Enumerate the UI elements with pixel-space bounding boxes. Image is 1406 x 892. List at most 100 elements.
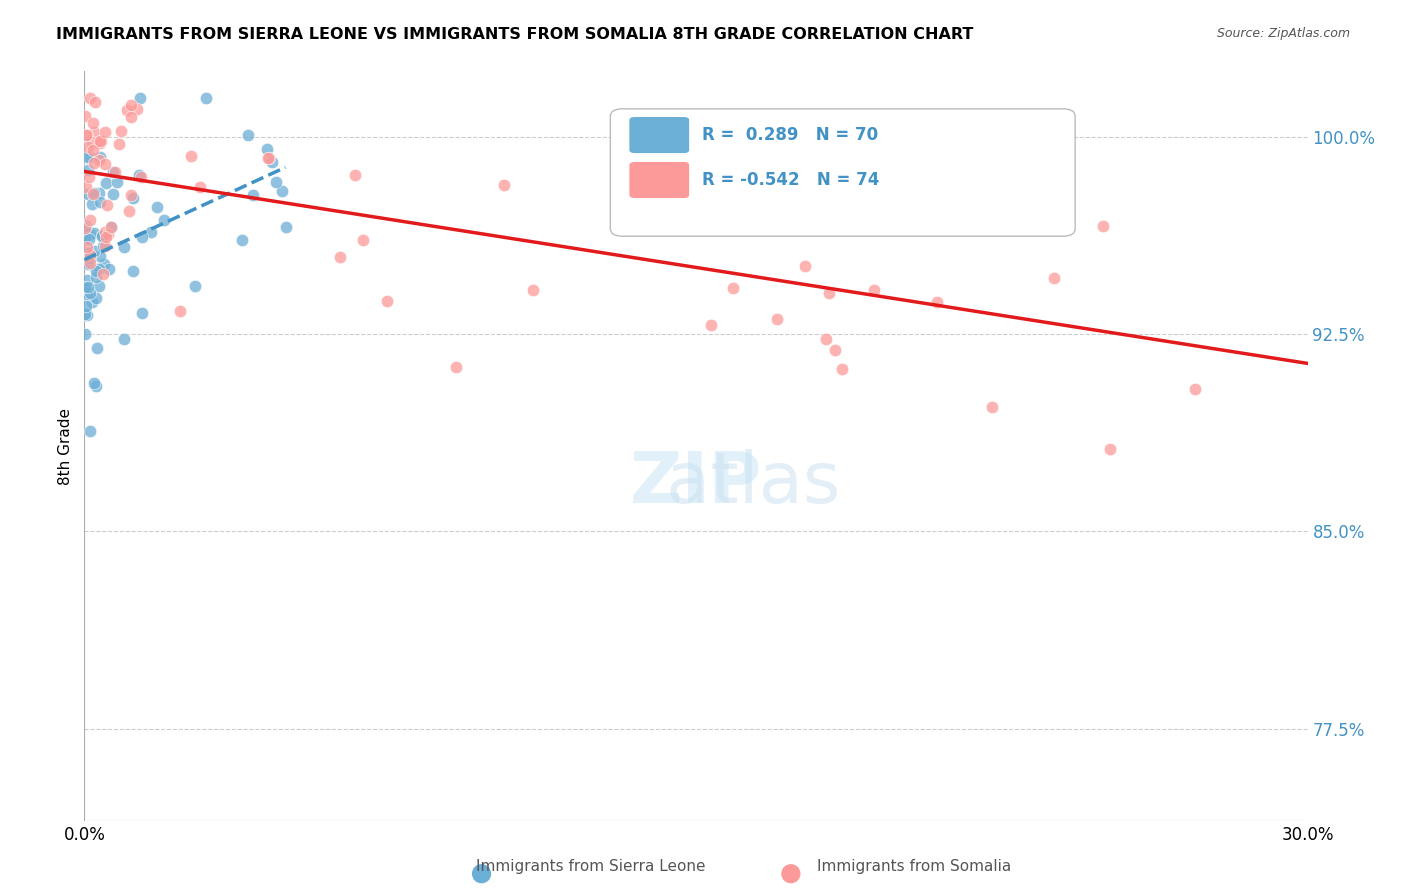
Point xyxy=(112,240,135,254)
Point xyxy=(76,280,98,294)
Point xyxy=(863,283,886,297)
Point xyxy=(120,188,142,202)
Point xyxy=(84,379,107,393)
FancyBboxPatch shape xyxy=(628,161,690,199)
Point xyxy=(112,332,135,346)
Point xyxy=(824,343,846,357)
Point xyxy=(274,219,297,234)
Point xyxy=(152,213,174,227)
Text: Source: ZipAtlas.com: Source: ZipAtlas.com xyxy=(1216,27,1350,40)
Point xyxy=(169,303,191,318)
Point xyxy=(636,191,658,205)
Point xyxy=(77,232,100,246)
Text: Immigrants from Somalia: Immigrants from Somalia xyxy=(817,859,1011,874)
Text: atlas: atlas xyxy=(551,449,841,518)
Point xyxy=(122,191,145,205)
Point xyxy=(91,239,114,253)
Point xyxy=(83,156,105,170)
Point xyxy=(79,150,101,164)
Point xyxy=(75,232,97,246)
Point xyxy=(79,251,101,265)
Point xyxy=(82,143,104,157)
Point xyxy=(76,273,98,287)
Point xyxy=(76,240,98,254)
Point xyxy=(121,264,143,278)
Point xyxy=(806,136,828,150)
Point xyxy=(120,98,142,112)
Point xyxy=(87,261,110,276)
Point xyxy=(120,110,142,124)
Circle shape xyxy=(782,865,800,883)
Point xyxy=(817,286,839,301)
Point xyxy=(793,259,815,273)
Point xyxy=(82,116,104,130)
Point xyxy=(494,178,516,193)
Point xyxy=(89,150,111,164)
Point xyxy=(79,256,101,270)
Point xyxy=(256,142,278,156)
Point xyxy=(180,149,202,163)
FancyBboxPatch shape xyxy=(610,109,1076,236)
Point xyxy=(131,306,153,320)
Point xyxy=(76,257,98,271)
Point xyxy=(110,124,132,138)
Point xyxy=(91,228,114,243)
Point xyxy=(1043,271,1066,285)
Point xyxy=(75,128,97,142)
Point xyxy=(94,225,117,239)
Point xyxy=(76,128,98,143)
Point xyxy=(184,279,207,293)
Point xyxy=(75,307,97,321)
Point xyxy=(79,286,101,301)
Point xyxy=(815,332,838,346)
Point xyxy=(76,286,98,301)
Point xyxy=(96,230,118,244)
Point xyxy=(94,125,117,139)
Point xyxy=(76,299,98,313)
Y-axis label: 8th Grade: 8th Grade xyxy=(58,408,73,484)
Point xyxy=(344,169,367,183)
Point xyxy=(98,262,121,277)
Point xyxy=(94,176,117,190)
Point xyxy=(108,136,131,151)
Point xyxy=(79,90,101,104)
Point xyxy=(80,196,103,211)
Point xyxy=(1184,382,1206,396)
Point xyxy=(90,134,112,148)
Point xyxy=(115,103,138,117)
Point xyxy=(1091,219,1114,234)
Point xyxy=(195,90,218,104)
Point xyxy=(647,201,669,215)
Point xyxy=(76,308,98,322)
Point xyxy=(83,95,105,109)
Point xyxy=(77,140,100,154)
Point xyxy=(83,244,105,258)
Point xyxy=(73,326,96,341)
Point xyxy=(271,184,294,198)
Point xyxy=(91,268,114,282)
Point xyxy=(104,164,127,178)
Point xyxy=(765,311,787,326)
Point xyxy=(262,154,284,169)
Point xyxy=(77,170,100,185)
Point xyxy=(731,136,754,150)
Point xyxy=(89,186,111,200)
Point xyxy=(100,219,122,234)
Point xyxy=(352,233,374,247)
Point xyxy=(231,233,253,247)
Point xyxy=(721,281,744,295)
Point xyxy=(89,134,111,148)
Point xyxy=(831,362,853,376)
Point xyxy=(128,90,150,104)
Point xyxy=(444,359,467,374)
Point xyxy=(257,151,280,165)
Point xyxy=(89,194,111,209)
Point xyxy=(75,179,97,194)
Point xyxy=(80,294,103,309)
Text: R = -0.542   N = 74: R = -0.542 N = 74 xyxy=(702,171,880,189)
Point xyxy=(83,226,105,240)
Point xyxy=(329,251,352,265)
Point xyxy=(522,283,544,297)
Point xyxy=(89,136,111,150)
Point xyxy=(86,264,108,278)
